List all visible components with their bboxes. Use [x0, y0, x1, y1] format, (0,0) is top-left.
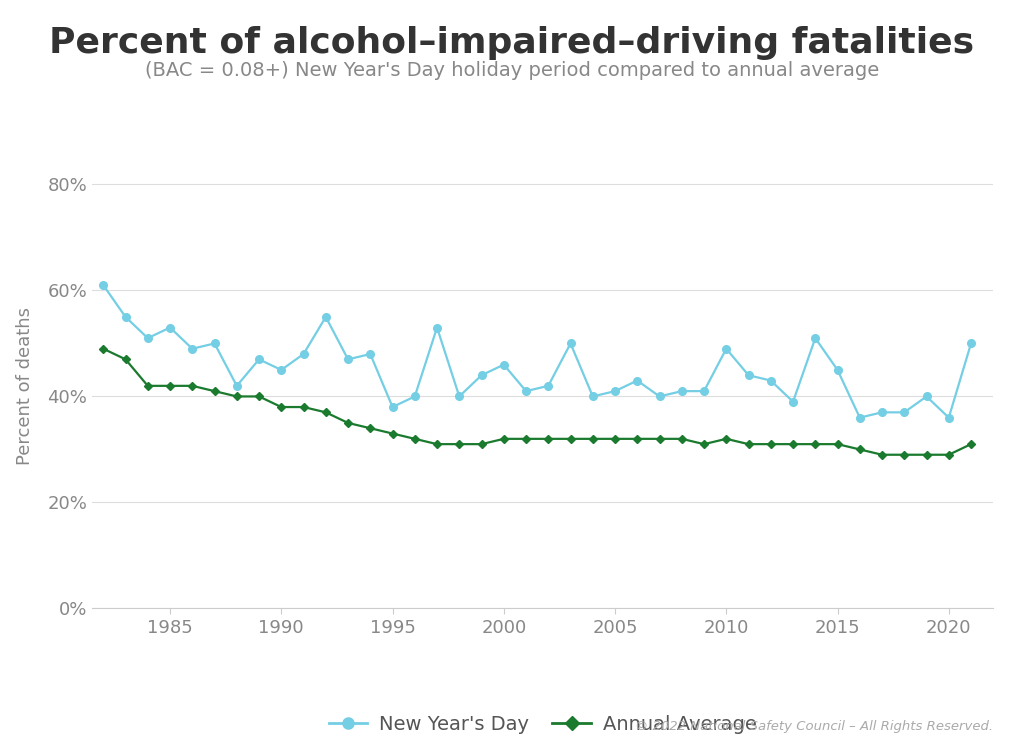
Text: (BAC = 0.08+) New Year's Day holiday period compared to annual average: (BAC = 0.08+) New Year's Day holiday per… — [144, 61, 880, 80]
Text: © 2022 National Safety Council – All Rights Reserved.: © 2022 National Safety Council – All Rig… — [635, 720, 993, 733]
Y-axis label: Percent of deaths: Percent of deaths — [15, 307, 34, 464]
Text: Percent of alcohol–impaired–driving fatalities: Percent of alcohol–impaired–driving fata… — [49, 26, 975, 60]
Legend: New Year's Day, Annual Average: New Year's Day, Annual Average — [321, 707, 765, 742]
